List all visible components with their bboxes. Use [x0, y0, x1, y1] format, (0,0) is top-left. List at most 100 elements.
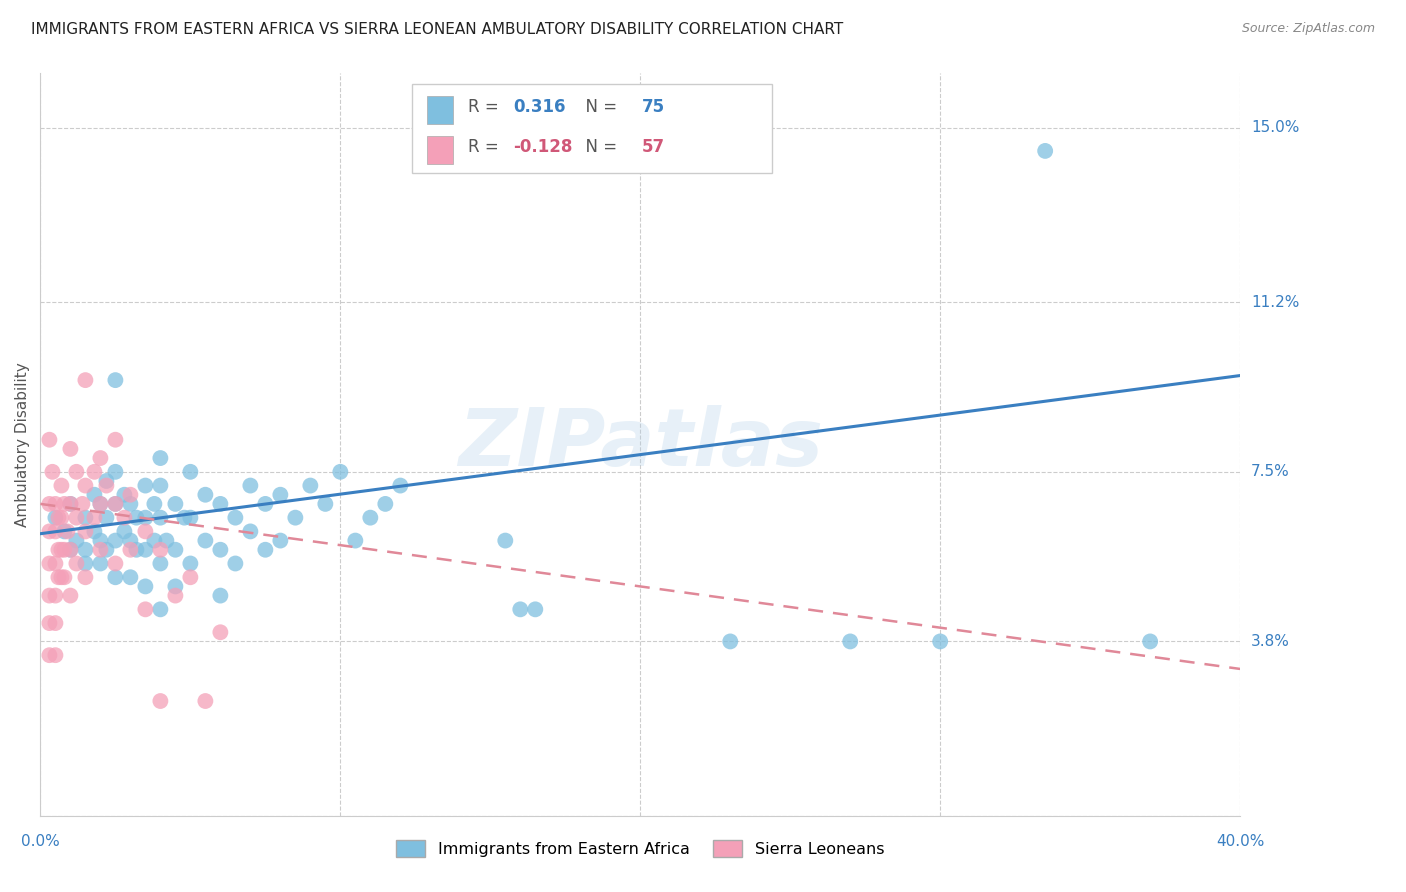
Point [509, 602, 531, 616]
Y-axis label: Ambulatory Disability: Ambulatory Disability [15, 362, 30, 526]
Point [44, 510, 66, 524]
Point [134, 542, 156, 557]
Text: 75: 75 [641, 98, 665, 116]
Point [165, 589, 187, 603]
Text: 7.5%: 7.5% [1251, 465, 1289, 479]
Point [83, 488, 105, 502]
Legend: Immigrants from Eastern Africa, Sierra Leoneans: Immigrants from Eastern Africa, Sierra L… [389, 834, 891, 863]
Point [149, 451, 172, 466]
Point [89, 497, 111, 511]
Point [53, 570, 76, 584]
Point [329, 465, 352, 479]
Point [209, 589, 232, 603]
Point [269, 488, 291, 502]
Text: N =: N = [575, 138, 623, 156]
Point [929, 634, 952, 648]
Text: 0.0%: 0.0% [21, 834, 60, 849]
Point [75, 557, 97, 571]
Point [209, 497, 232, 511]
Text: R =: R = [468, 98, 503, 116]
Point [112, 524, 135, 539]
Point [96, 478, 118, 492]
Point [89, 542, 111, 557]
Point [125, 542, 148, 557]
Point [209, 625, 232, 640]
Point [165, 542, 187, 557]
Point [38, 648, 60, 663]
Point [38, 497, 60, 511]
Point [83, 510, 105, 524]
Point [224, 557, 246, 571]
Point [48, 542, 70, 557]
Point [44, 616, 66, 631]
Point [53, 497, 76, 511]
Point [149, 602, 172, 616]
Text: IMMIGRANTS FROM EASTERN AFRICA VS SIERRA LEONEAN AMBULATORY DISABILITY CORRELATI: IMMIGRANTS FROM EASTERN AFRICA VS SIERRA… [31, 22, 844, 37]
Point [51, 510, 73, 524]
Point [239, 524, 262, 539]
Point [75, 478, 97, 492]
Text: 11.2%: 11.2% [1251, 294, 1299, 310]
Point [44, 524, 66, 539]
Point [165, 497, 187, 511]
Point [344, 533, 367, 548]
Point [104, 497, 127, 511]
Point [38, 557, 60, 571]
Point [38, 589, 60, 603]
Point [120, 533, 142, 548]
Point [59, 497, 82, 511]
Point [839, 634, 862, 648]
Point [254, 542, 277, 557]
Point [1033, 144, 1056, 158]
Point [53, 542, 76, 557]
Bar [427, 136, 453, 164]
Text: R =: R = [468, 138, 503, 156]
Point [53, 524, 76, 539]
Point [38, 524, 60, 539]
Point [44, 648, 66, 663]
Point [44, 589, 66, 603]
Point [374, 497, 396, 511]
Point [269, 533, 291, 548]
Point [194, 533, 217, 548]
Text: -0.128: -0.128 [513, 138, 572, 156]
Point [224, 510, 246, 524]
Point [134, 524, 156, 539]
Point [134, 510, 156, 524]
Point [149, 694, 172, 708]
Point [449, 130, 471, 145]
Point [134, 602, 156, 616]
Point [120, 488, 142, 502]
Point [104, 570, 127, 584]
Point [38, 616, 60, 631]
Point [44, 557, 66, 571]
Point [209, 542, 232, 557]
Point [718, 634, 741, 648]
Point [524, 602, 547, 616]
Point [120, 497, 142, 511]
Point [155, 533, 177, 548]
Point [89, 497, 111, 511]
Point [143, 497, 166, 511]
Text: 0.316: 0.316 [513, 98, 565, 116]
Point [51, 570, 73, 584]
Point [96, 510, 118, 524]
Point [125, 510, 148, 524]
Point [179, 570, 201, 584]
Point [389, 478, 412, 492]
Point [1139, 634, 1161, 648]
Point [96, 542, 118, 557]
Point [173, 510, 195, 524]
Point [104, 557, 127, 571]
Point [41, 465, 63, 479]
Point [254, 497, 277, 511]
Point [112, 488, 135, 502]
Point [194, 694, 217, 708]
Point [65, 557, 87, 571]
Point [75, 542, 97, 557]
Point [149, 478, 172, 492]
Point [104, 433, 127, 447]
Point [89, 451, 111, 466]
Point [299, 478, 322, 492]
Text: 15.0%: 15.0% [1251, 120, 1299, 136]
